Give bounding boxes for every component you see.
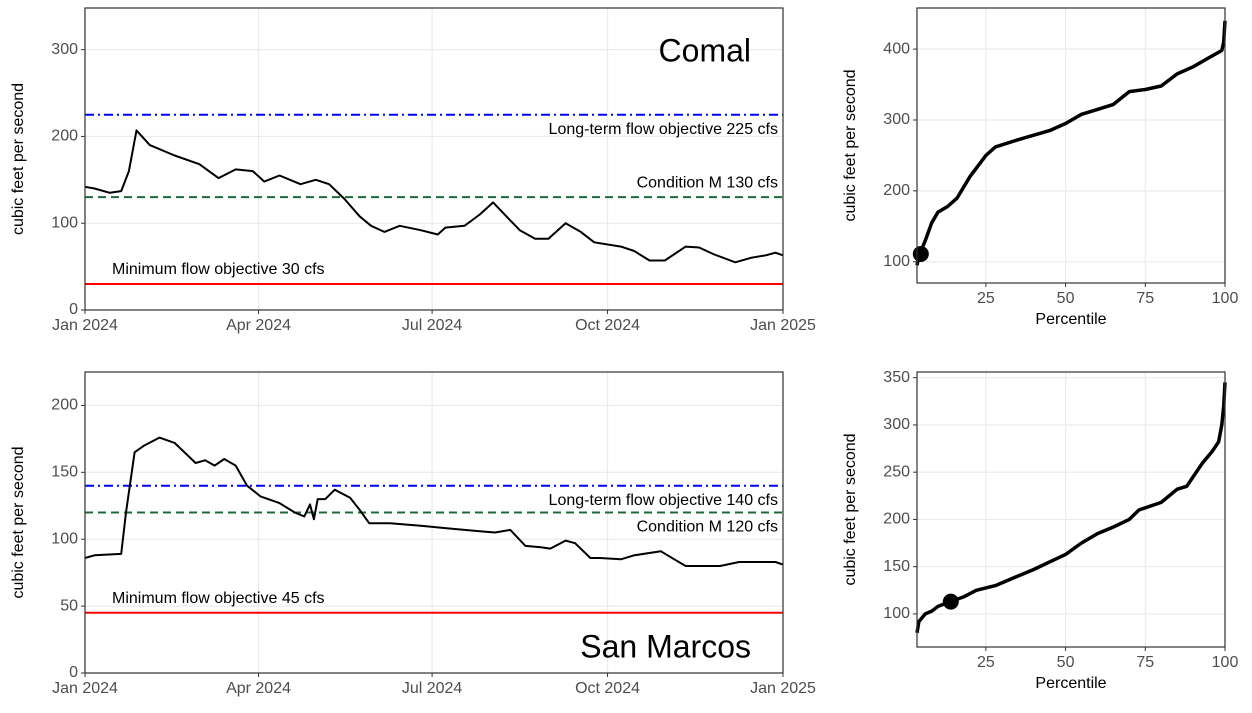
y-tick-label: 350 [883,369,910,386]
x-tick-label: Jan 2025 [750,680,816,697]
data-line [84,436,784,567]
reference-label: Long-term flow objective 140 cfs [549,492,778,509]
panel-title: San Marcos [580,628,751,664]
y-tick-label: 100 [883,605,910,622]
x-tick-label: Jul 2024 [402,680,463,697]
plot-border [84,371,784,674]
y-tick-label: 150 [51,464,78,481]
y-tick-label: 400 [883,40,910,57]
y-tick-label: 0 [69,664,78,681]
reference-label: Minimum flow objective 45 cfs [112,590,325,607]
x-tick-label: 100 [1212,290,1239,307]
x-axis-title: Percentile [1035,675,1106,692]
panel-title: Comal [659,32,751,68]
plot-border [84,7,784,311]
plot-background [85,372,783,673]
x-axis-title: Percentile [1035,311,1106,328]
x-tick-label: Oct 2024 [575,680,640,697]
x-tick-label: 75 [1136,290,1154,307]
x-tick-label: 75 [1136,654,1154,671]
y-tick-label: 250 [883,463,910,480]
x-tick-label: 100 [1212,654,1239,671]
y-tick-label: 200 [883,182,910,199]
y-tick-label: 0 [69,301,78,318]
current-point [912,245,929,262]
y-tick-label: 300 [883,416,910,433]
plot-background [917,8,1225,283]
plot-border [916,371,1226,648]
data-line [915,20,1227,266]
y-tick-label: 200 [51,128,78,145]
y-axis-title: cubic feet per second [842,433,859,585]
reference-label: Long-term flow objective 225 cfs [549,121,778,138]
data-line [915,382,1227,634]
x-tick-label: 25 [977,654,995,671]
x-tick-label: Jan 2024 [52,317,118,334]
y-tick-label: 100 [51,530,78,547]
x-tick-label: 50 [1057,654,1075,671]
x-tick-label: Oct 2024 [575,317,640,334]
x-tick-label: Apr 2024 [226,680,291,697]
y-tick-label: 200 [883,511,910,528]
y-axis-title: cubic feet per second [10,446,27,598]
y-axis-title: cubic feet per second [10,83,27,235]
y-tick-label: 100 [883,253,910,270]
y-axis-title: cubic feet per second [842,69,859,221]
y-tick-label: 200 [51,397,78,414]
data-line [84,129,784,264]
x-tick-label: Apr 2024 [226,317,291,334]
y-tick-label: 300 [883,111,910,128]
x-tick-label: Jan 2025 [750,317,816,334]
x-tick-label: 50 [1057,290,1075,307]
y-tick-label: 150 [883,558,910,575]
x-tick-label: Jul 2024 [402,317,463,334]
x-tick-label: Jan 2024 [52,680,118,697]
plot-border [916,7,1226,284]
y-tick-label: 300 [51,41,78,58]
y-tick-label: 100 [51,214,78,231]
current-point [942,593,959,610]
reference-label: Condition M 130 cfs [637,174,778,191]
reference-label: Condition M 120 cfs [637,519,778,536]
x-tick-label: 25 [977,290,995,307]
reference-label: Minimum flow objective 30 cfs [112,261,325,278]
plot-background [917,372,1225,647]
y-tick-label: 50 [60,597,78,614]
